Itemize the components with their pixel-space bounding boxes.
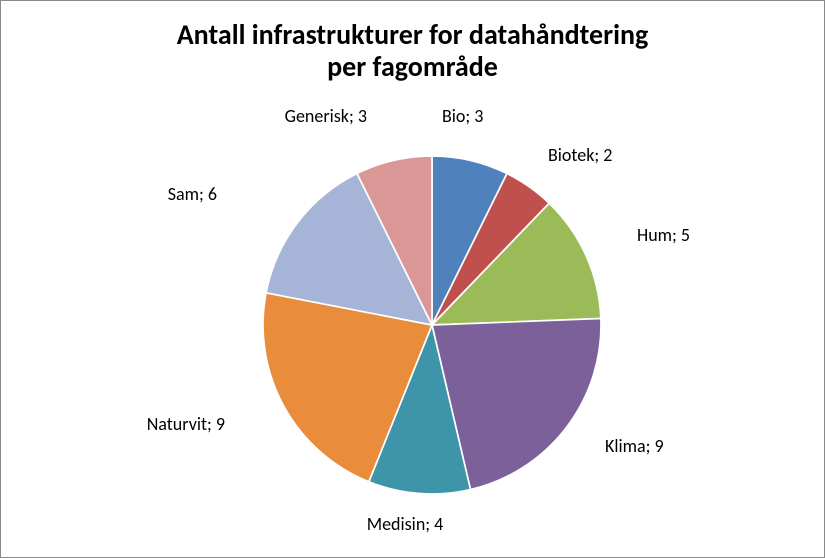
slice-label-biotek: Biotek; 2 xyxy=(548,144,612,166)
slice-label-klima: Klima; 9 xyxy=(605,435,664,457)
pie-chart-container: Antall infrastrukturer for datahåndterin… xyxy=(0,0,825,558)
slice-label-medisin: Medisin; 4 xyxy=(367,513,444,535)
slice-label-naturvit: Naturvit; 9 xyxy=(147,413,225,435)
pie-group xyxy=(263,156,601,494)
slice-label-hum: Hum; 5 xyxy=(637,224,690,246)
chart-title-line1: Antall infrastrukturer for datahåndterin… xyxy=(177,17,649,52)
chart-title: Antall infrastrukturer for datahåndterin… xyxy=(1,19,824,83)
slice-label-sam: Sam; 6 xyxy=(168,183,217,205)
slice-label-bio: Bio; 3 xyxy=(442,105,483,127)
pie-svg xyxy=(263,156,601,494)
chart-title-line2: per fagområde xyxy=(327,49,498,84)
pie-wrap xyxy=(263,156,601,494)
slice-label-generisk: Generisk; 3 xyxy=(285,105,367,127)
